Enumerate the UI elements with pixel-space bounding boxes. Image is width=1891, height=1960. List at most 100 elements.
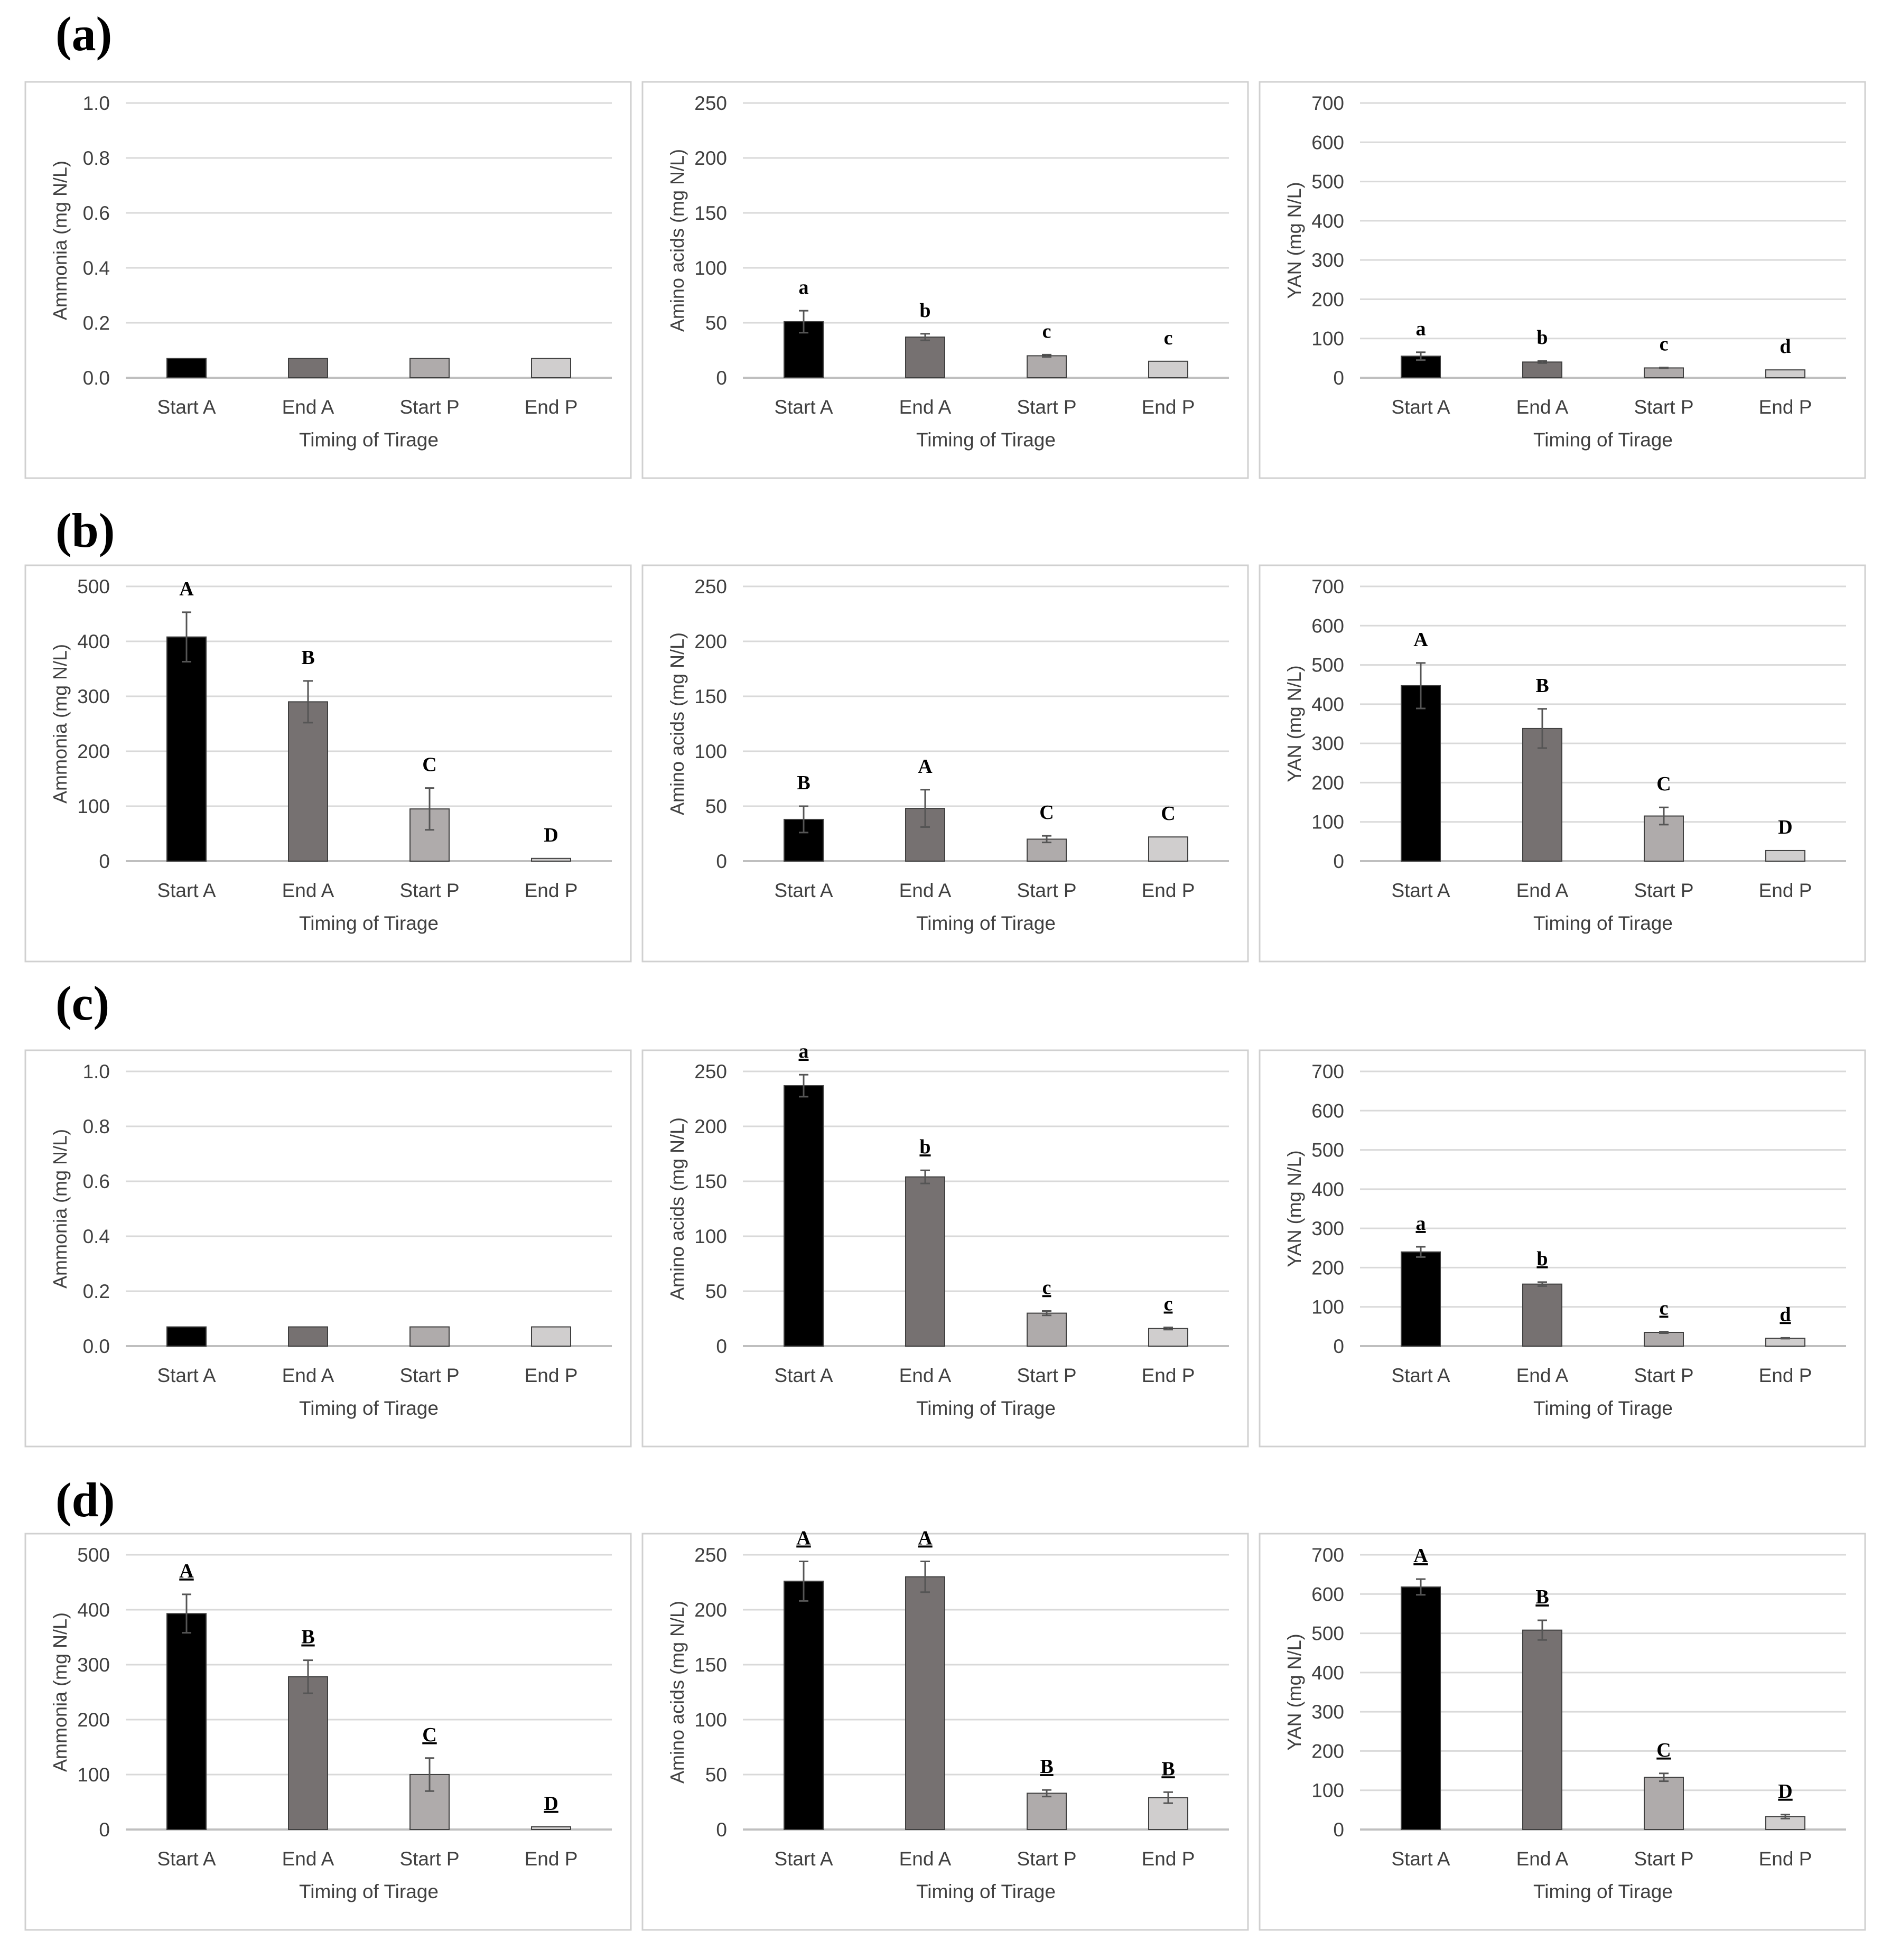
- significance-letter: A: [179, 1560, 194, 1582]
- y-tick-label: 500: [1311, 1140, 1344, 1161]
- significance-letter: a: [799, 276, 809, 298]
- significance-letter: B: [1040, 1756, 1053, 1778]
- significance-letter: b: [919, 1136, 930, 1158]
- x-tick-label: End P: [1759, 880, 1812, 901]
- panel-label: (d): [55, 1473, 115, 1527]
- significance-letter: a: [1416, 318, 1426, 340]
- y-tick-label: 100: [77, 1764, 110, 1786]
- y-tick-label: 600: [1311, 1583, 1344, 1605]
- panel-label: (c): [55, 976, 109, 1030]
- y-tick-label: 100: [694, 1709, 727, 1731]
- y-tick-label: 50: [705, 1764, 727, 1786]
- y-tick-label: 400: [1311, 1179, 1344, 1200]
- bar: [1148, 836, 1188, 862]
- bar: [1522, 727, 1562, 862]
- x-axis-label: Timing of Tirage: [1533, 912, 1673, 934]
- x-tick-label: End A: [282, 1848, 334, 1870]
- bar: [166, 358, 207, 378]
- significance-letter: C: [1161, 802, 1175, 825]
- significance-letter: C: [1656, 1739, 1671, 1761]
- significance-letter: b: [1536, 1248, 1548, 1270]
- y-tick-label: 500: [1311, 1623, 1344, 1645]
- bar: [1644, 367, 1684, 379]
- y-tick-label: 700: [1311, 1544, 1344, 1566]
- chart-panel: 0 100 200 300 400 500 Ammonia (mg N/L) A Start A…: [24, 564, 632, 963]
- bar: [1644, 1332, 1684, 1347]
- bar: [409, 358, 450, 378]
- y-tick-label: 700: [1311, 1061, 1344, 1082]
- significance-letter: c: [1042, 320, 1051, 342]
- y-tick-label: 300: [77, 1654, 110, 1676]
- significance-letter: a: [799, 1040, 809, 1062]
- y-tick-label: 400: [1311, 694, 1344, 715]
- bar: [905, 1576, 945, 1831]
- x-tick-label: End A: [1516, 1365, 1569, 1386]
- significance-letter: c: [1164, 1293, 1173, 1315]
- x-tick-label: Start P: [1634, 880, 1693, 901]
- x-tick-label: End P: [525, 1848, 578, 1870]
- bar: [531, 1326, 571, 1347]
- y-tick-label: 500: [77, 576, 110, 598]
- panel-label: (b): [55, 503, 115, 557]
- y-tick-label: 400: [1311, 210, 1344, 232]
- chart-frame: [641, 1049, 1249, 1448]
- y-tick-label: 100: [694, 1226, 727, 1247]
- y-tick-label: 400: [1311, 1662, 1344, 1684]
- y-tick-label: 50: [705, 1281, 727, 1302]
- significance-letter: b: [1536, 326, 1548, 349]
- chart-frame: [1259, 1049, 1866, 1448]
- chart-panel: 0 50 100 150 200 250 Amino acids (mg N/L) B Star…: [641, 564, 1249, 963]
- significance-letter: D: [1778, 1780, 1792, 1803]
- chart-frame: [641, 564, 1249, 963]
- significance-letter: B: [1535, 675, 1549, 697]
- y-tick-label: 700: [1311, 576, 1344, 598]
- y-tick-label: 0: [1333, 851, 1344, 872]
- bar: [1522, 1629, 1562, 1831]
- bar: [1401, 1586, 1441, 1831]
- y-tick-label: 0.4: [83, 257, 110, 279]
- x-tick-label: End P: [525, 880, 578, 901]
- significance-letter: A: [918, 1527, 933, 1549]
- significance-letter: B: [797, 772, 810, 794]
- x-tick-label: End P: [1142, 396, 1195, 418]
- bar: [166, 1326, 207, 1347]
- significance-letter: c: [1164, 327, 1173, 349]
- y-tick-label: 250: [694, 576, 727, 598]
- y-tick-label: 0.0: [83, 367, 110, 389]
- y-axis-label: Ammonia (mg N/L): [49, 1129, 71, 1289]
- y-tick-label: 700: [1311, 92, 1344, 114]
- significance-letter: D: [1778, 816, 1792, 838]
- x-tick-label: Start A: [1391, 1365, 1450, 1386]
- chart-panel: 0 100 200 300 400 500 600 700 YAN (mg N/L) a Start…: [1259, 1049, 1866, 1448]
- x-tick-label: End P: [1142, 1848, 1195, 1870]
- x-axis-label: Timing of Tirage: [916, 1881, 1056, 1902]
- y-tick-label: 500: [1311, 655, 1344, 676]
- bar: [166, 1613, 207, 1831]
- y-tick-label: 0.6: [83, 202, 110, 224]
- x-axis-label: Timing of Tirage: [299, 1881, 439, 1902]
- x-axis-label: Timing of Tirage: [916, 429, 1056, 451]
- x-tick-label: End P: [1759, 396, 1812, 418]
- significance-letter: b: [919, 300, 930, 322]
- y-tick-label: 250: [694, 1061, 727, 1082]
- bar: [905, 1176, 945, 1347]
- x-tick-label: End A: [899, 1365, 952, 1386]
- bar: [531, 358, 571, 378]
- y-tick-label: 300: [1311, 249, 1344, 271]
- x-tick-label: Start P: [1017, 1848, 1076, 1870]
- chart-panel: 0.0 0.2 0.4 0.6 0.8 1.0 Ammonia (mg N/L) Start …: [24, 1049, 632, 1448]
- y-tick-label: 300: [1311, 1218, 1344, 1239]
- y-axis-label: YAN (mg N/L): [1283, 1150, 1305, 1267]
- y-tick-label: 200: [1311, 1740, 1344, 1762]
- chart-panel: 0 50 100 150 200 250 Amino acids (mg N/L) a Star…: [641, 81, 1249, 479]
- y-axis-label: Amino acids (mg N/L): [666, 1117, 688, 1300]
- y-tick-label: 600: [1311, 132, 1344, 153]
- y-tick-label: 0: [1333, 1819, 1344, 1841]
- bar: [1522, 1283, 1562, 1347]
- x-tick-label: End P: [1759, 1848, 1812, 1870]
- chart-panel: 0 100 200 300 400 500 600 700 YAN (mg N/L) A Start…: [1259, 564, 1866, 963]
- y-axis-label: Amino acids (mg N/L): [666, 1601, 688, 1784]
- x-tick-label: Start P: [1634, 1848, 1693, 1870]
- y-tick-label: 250: [694, 1544, 727, 1566]
- significance-letter: C: [422, 1724, 436, 1746]
